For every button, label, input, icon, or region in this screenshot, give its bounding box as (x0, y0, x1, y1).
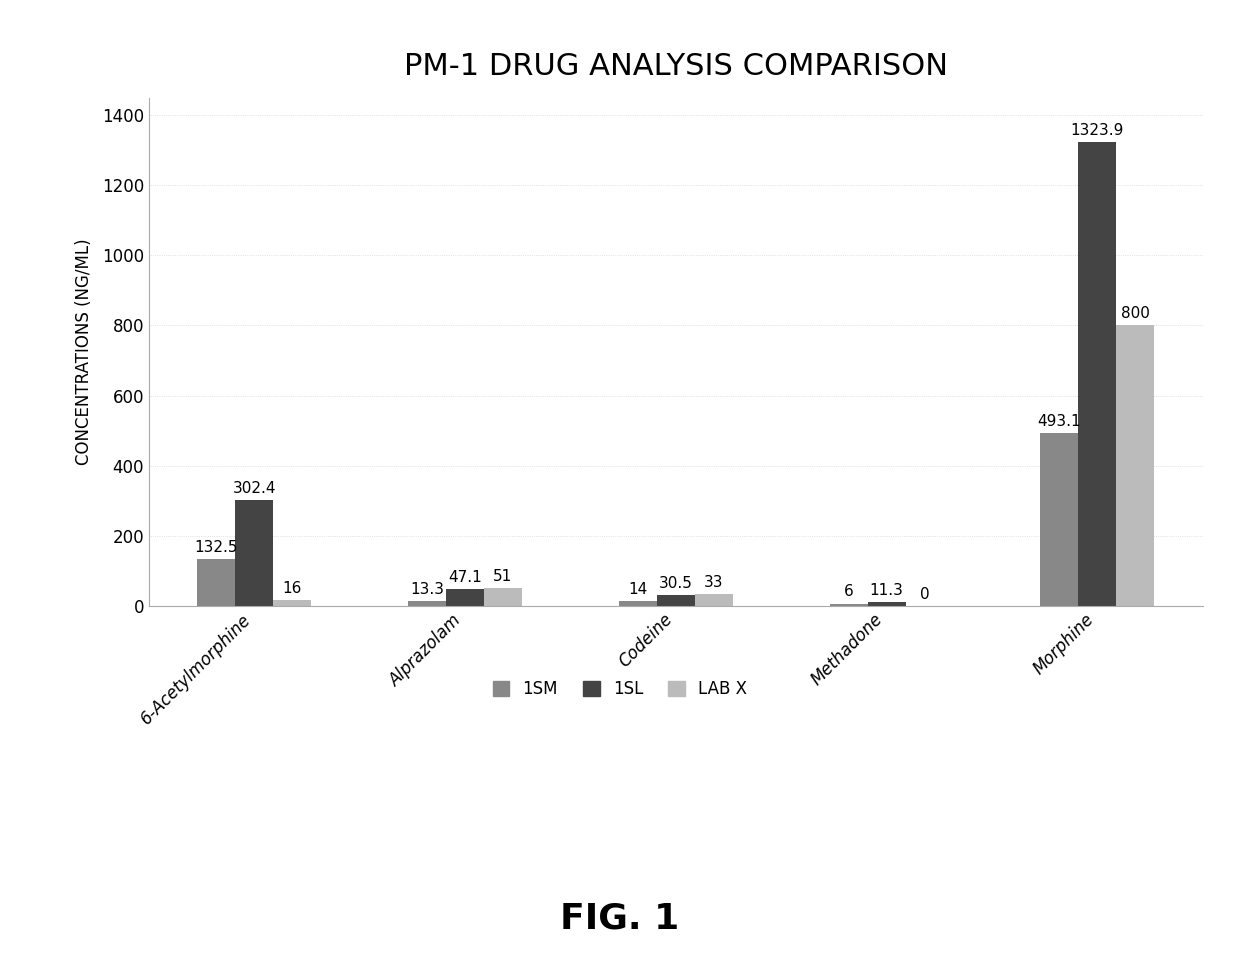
Bar (1079, 142, 1116, 606)
Text: 493.1: 493.1 (1038, 414, 1081, 429)
Title: PM-1 DRUG ANALYSIS COMPARISON: PM-1 DRUG ANALYSIS COMPARISON (404, 53, 947, 81)
Text: 16: 16 (283, 581, 301, 596)
Text: 0: 0 (920, 586, 929, 602)
Bar (273, 600, 311, 606)
Text: 30.5: 30.5 (658, 575, 693, 591)
Bar (236, 500, 273, 606)
Bar (408, 601, 446, 606)
Text: 302.4: 302.4 (232, 481, 277, 495)
Bar (484, 588, 522, 606)
Bar (657, 595, 694, 606)
Bar (868, 602, 905, 606)
Bar (1040, 433, 1079, 606)
Text: 800: 800 (1121, 306, 1149, 321)
Text: 47.1: 47.1 (448, 570, 482, 585)
Text: 1323.9: 1323.9 (1070, 123, 1125, 138)
Bar (446, 589, 484, 606)
Text: 33: 33 (704, 575, 723, 590)
Text: 6: 6 (843, 584, 853, 600)
Text: 14: 14 (629, 581, 647, 597)
Text: 132.5: 132.5 (195, 540, 238, 555)
Bar (1116, 325, 1154, 606)
Text: 51: 51 (494, 569, 512, 583)
Bar (694, 594, 733, 606)
Bar (830, 604, 868, 606)
Text: FIG. 1: FIG. 1 (560, 902, 680, 935)
Text: 11.3: 11.3 (869, 582, 904, 598)
Text: 13.3: 13.3 (410, 582, 444, 597)
Legend: 1SM, 1SL, LAB X: 1SM, 1SL, LAB X (486, 673, 754, 704)
Y-axis label: CONCENTRATIONS (NG/ML): CONCENTRATIONS (NG/ML) (76, 238, 93, 465)
Bar (197, 559, 236, 606)
Bar (619, 601, 657, 606)
